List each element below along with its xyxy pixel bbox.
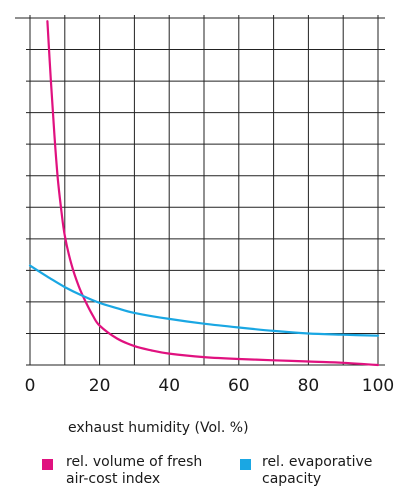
x-tick-label: 60 bbox=[228, 376, 250, 396]
x-tick-labels: 0 20 40 60 80 100 bbox=[25, 376, 395, 396]
x-tick-label: 80 bbox=[298, 376, 320, 396]
series-layer bbox=[28, 20, 380, 367]
legend-swatch-fresh-air bbox=[42, 459, 53, 470]
legend-swatch-evaporative bbox=[240, 459, 251, 470]
x-tick-label: 20 bbox=[89, 376, 111, 396]
legend-label-fresh-air-line2: air-cost index bbox=[66, 471, 161, 487]
x-axis-label: exhaust humidity (Vol. %) bbox=[68, 420, 249, 436]
legend-label-evaporative-line2: capacity bbox=[262, 471, 322, 487]
x-tick-label: 40 bbox=[158, 376, 180, 396]
x-tick-label: 0 bbox=[25, 376, 36, 396]
series-line-fresh-air-cost-index bbox=[46, 20, 380, 367]
legend-label-fresh-air-line1: rel. volume of fresh bbox=[66, 454, 203, 470]
legend-label-evaporative-line1: rel. evaporative bbox=[262, 454, 373, 470]
grid bbox=[15, 15, 385, 366]
line-chart: 0 20 40 60 80 100 exhaust humidity (Vol. %) bbox=[15, 15, 395, 436]
series-line-evaporative-capacity bbox=[28, 264, 380, 337]
x-tick-label: 100 bbox=[362, 376, 394, 396]
